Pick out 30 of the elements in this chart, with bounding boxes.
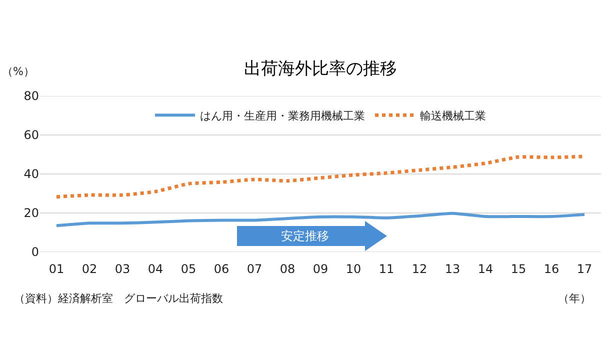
x-tick-label: 16 xyxy=(544,262,560,276)
x-tick-label: 10 xyxy=(346,262,362,276)
annotation: 安定推移 xyxy=(281,229,329,243)
y-tick-label: 80 xyxy=(24,89,39,104)
y-axis-title: （%） xyxy=(2,65,34,78)
x-tick-label: 08 xyxy=(280,262,296,276)
y-tick-label: 40 xyxy=(24,167,39,182)
x-tick-label: 05 xyxy=(180,262,196,276)
legend-label: 輸送機械工業 xyxy=(420,109,486,122)
x-tick-label: 17 xyxy=(576,262,592,276)
x-tick-label: 14 xyxy=(478,262,494,276)
x-tick-label: 15 xyxy=(510,262,526,276)
x-axis-title: （年） xyxy=(558,292,591,305)
y-tick-label: 60 xyxy=(24,128,39,142)
x-tick-label: 03 xyxy=(114,262,130,276)
x-tick-label: 13 xyxy=(444,262,460,276)
text: （資料）経済解析室 グローバル出荷指数 xyxy=(14,292,223,305)
line-series xyxy=(55,212,586,228)
x-tick-label: 12 xyxy=(412,262,428,276)
x-tick-label: 01 xyxy=(48,262,64,276)
x-tick-label: 02 xyxy=(82,262,98,276)
y-tick-label: 0 xyxy=(31,245,39,260)
x-tick-label: 11 xyxy=(378,262,394,276)
y-tick-label: 20 xyxy=(24,206,39,220)
x-tick-label: 06 xyxy=(214,262,230,276)
x-tick-label: 04 xyxy=(148,262,164,276)
x-tick-label: 07 xyxy=(246,262,262,276)
chart-title: 出荷海外比率の推移 xyxy=(244,59,397,79)
legend-label: はん用・生産用・業務用機械工業 xyxy=(200,109,365,122)
x-tick-label: 09 xyxy=(312,262,328,276)
